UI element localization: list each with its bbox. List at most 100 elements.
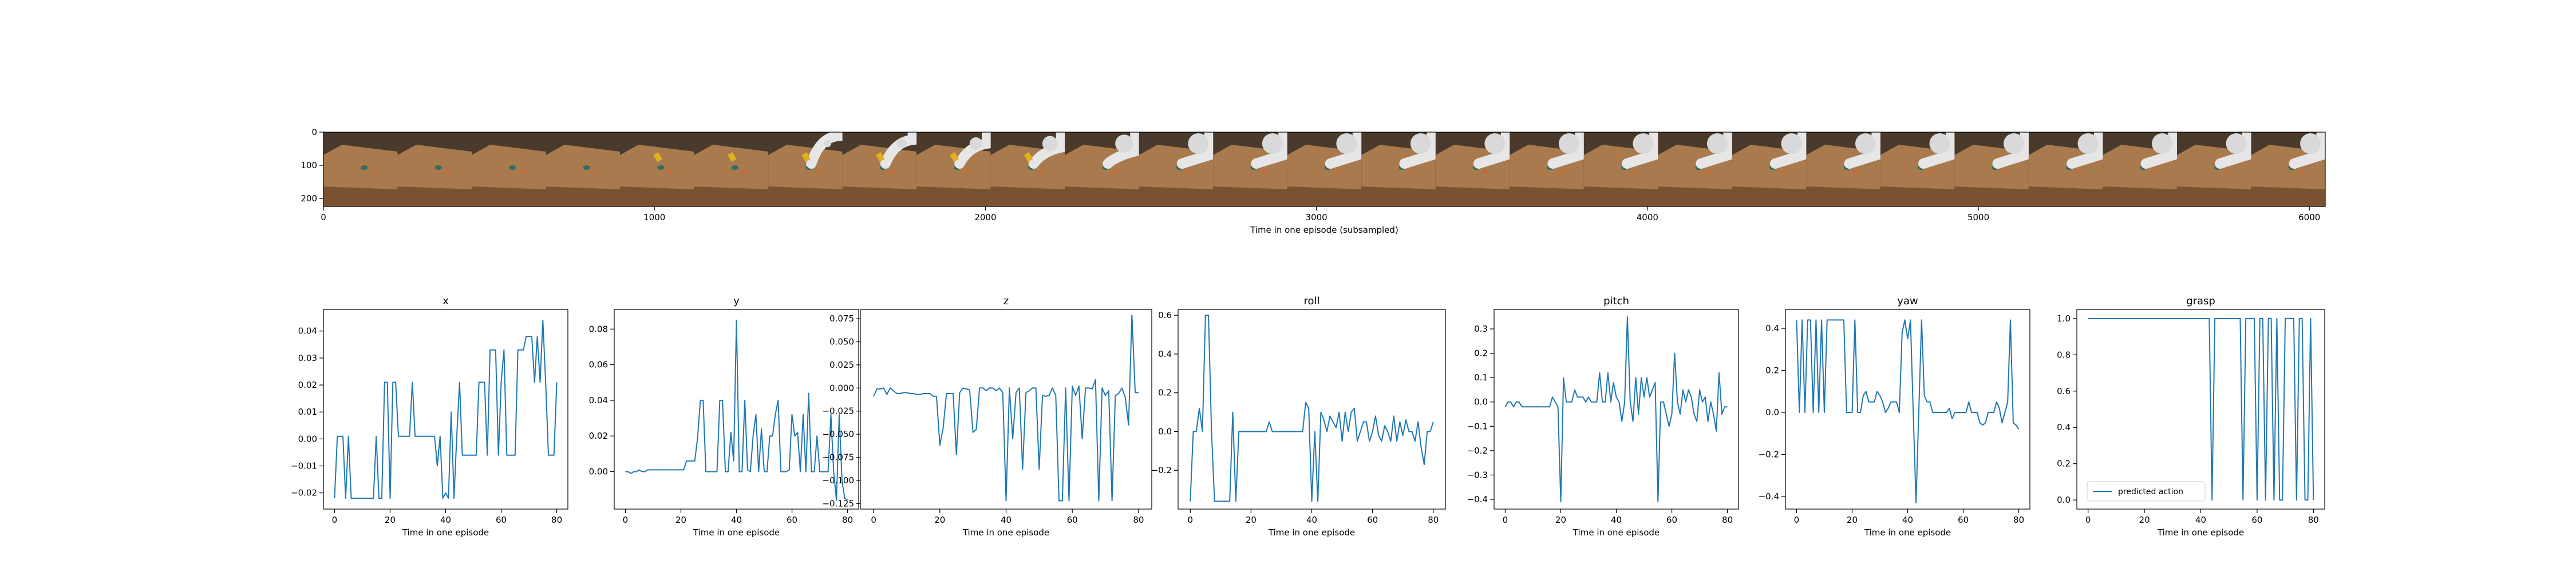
filmstrip-frame	[768, 132, 844, 206]
ytick-label: −0.01	[291, 461, 317, 471]
plot-area	[323, 309, 568, 509]
plot-area	[2077, 309, 2325, 509]
filmstrip-frame	[1435, 132, 1511, 206]
ytick-label: 0.0	[1158, 426, 1172, 436]
xlabel: Time in one episode	[962, 527, 1049, 538]
filmstrip-frame	[620, 132, 695, 206]
subplot-title: pitch	[1603, 295, 1629, 307]
filmstrip-frame	[1658, 132, 1734, 206]
subplot-z: z 0 20 40 60 80 −0.125 −0.100 −0.075 −0.050 −0.025…	[822, 295, 1152, 538]
ytick-label: 0.2	[1765, 366, 1779, 376]
ytick-label: 0.01	[298, 407, 317, 417]
ytick-label: 0.4	[2057, 422, 2071, 432]
ytick-label: 0.04	[589, 395, 608, 406]
filmstrip-xlabel: Time in one episode (subsampled)	[1250, 225, 1398, 235]
series-line	[2088, 317, 2314, 501]
subplot-title: grasp	[2186, 295, 2215, 307]
ytick-label: −0.4	[1467, 494, 1488, 505]
filmstrip-frame	[2176, 132, 2253, 206]
filmstrip-frame	[1139, 132, 1215, 206]
subplot-title: yaw	[1897, 295, 1918, 307]
subplot-x: x 0 20 40 60 80 −0.02 −0.01 0.00 0.01 0.02 0.03 0.04…	[291, 295, 568, 538]
filmstrip-frame	[2103, 132, 2179, 206]
ytick-label: −0.2	[1151, 465, 1172, 475]
filmstrip-xtick-label: 2000	[974, 212, 996, 223]
filmstrip-ytick-label: 200	[301, 193, 317, 204]
ytick-label: 0.0	[1765, 407, 1779, 418]
xtick-label: 40	[1306, 515, 1317, 525]
xtick-label: 20	[2139, 515, 2150, 525]
ytick-label: 0.025	[829, 360, 854, 370]
subplot-title: x	[442, 295, 449, 307]
ytick-label: −0.125	[822, 498, 854, 509]
ytick-label: −0.100	[822, 475, 854, 486]
ytick-label: −0.2	[1467, 446, 1488, 456]
ytick-label: 0.02	[589, 431, 608, 441]
xtick-label: 60	[496, 515, 507, 525]
series-line	[334, 319, 558, 499]
xlabel: Time in one episode	[2157, 527, 2244, 538]
xtick-label: 40	[1611, 515, 1622, 525]
series-line	[873, 314, 1139, 502]
ytick-label: 0.0	[1474, 397, 1488, 407]
subplot-yaw: yaw 0 20 40 60 80 −0.4 −0.2 0.0 0.2 0.4 Time in one…	[1759, 295, 2030, 538]
ytick-label: 0.06	[589, 360, 608, 370]
filmstrip-xtick-label: 1000	[643, 212, 665, 223]
subplot-grasp: grasp 0 20 40 60 80 0.0 0.2 0.4 0.6 0.8 1.0 Time in …	[2057, 295, 2325, 538]
ytick-label: 0.6	[1158, 310, 1172, 320]
filmstrip-panel: 0 1000 2000 3000 4000 5000 6000 0 100 200 Time in…	[301, 127, 2326, 235]
ytick-label: −0.050	[822, 429, 854, 439]
plot-area	[860, 309, 1152, 509]
xtick-label: 20	[1246, 515, 1257, 525]
ytick-label: 0.4	[1765, 323, 1779, 333]
filmstrip-frame	[546, 132, 621, 206]
xtick-label: 20	[675, 515, 686, 525]
xtick-label: 80	[551, 515, 562, 525]
filmstrip-frame	[397, 132, 472, 206]
ytick-label: 0.2	[2057, 459, 2071, 469]
filmstrip-ytick-label: 0	[311, 127, 317, 137]
ytick-label: 0.3	[1474, 324, 1488, 334]
ytick-label: 0.00	[298, 434, 317, 444]
filmstrip-frame	[694, 132, 769, 206]
xtick-label: 80	[2308, 515, 2319, 525]
xlabel: Time in one episode	[402, 527, 489, 538]
ytick-label: −0.3	[1467, 470, 1488, 480]
filmstrip-frame	[1806, 132, 1882, 206]
filmstrip-axes: 0 1000 2000 3000 4000 5000 6000 0 100 200	[301, 127, 2320, 223]
subplot-pitch: pitch 0 20 40 60 80 −0.4 −0.3 −0.2 −0.1 0.0 0.1 0.2 0…	[1467, 295, 1739, 538]
filmstrip-xtick-label: 4000	[1637, 212, 1658, 223]
xtick-label: 40	[440, 515, 451, 525]
xtick-label: 80	[842, 515, 853, 525]
xtick-label: 0	[623, 515, 629, 525]
ytick-label: 0.2	[1474, 348, 1488, 359]
filmstrip-frame	[2028, 132, 2104, 206]
xtick-label: 40	[1001, 515, 1012, 525]
filmstrip-frame	[323, 132, 398, 206]
filmstrip-frames	[323, 132, 2325, 206]
xtick-label: 80	[1722, 515, 1733, 525]
xlabel: Time in one episode	[1864, 527, 1951, 538]
xtick-label: 0	[332, 515, 338, 525]
legend-label: predicted action	[2118, 487, 2183, 496]
xtick-label: 20	[1847, 515, 1858, 525]
xtick-label: 80	[1428, 515, 1439, 525]
filmstrip-frame	[1880, 132, 1956, 206]
ytick-label: −0.02	[291, 488, 317, 498]
ytick-label: 0.075	[829, 313, 854, 324]
subplot-title: z	[1003, 295, 1009, 307]
ytick-label: 0.1	[1474, 372, 1488, 383]
ytick-label: 0.08	[589, 324, 608, 334]
xlabel: Time in one episode	[1573, 527, 1660, 538]
xtick-label: 60	[2251, 515, 2262, 525]
ytick-label: 0.4	[1158, 349, 1172, 359]
ytick-label: 0.6	[2057, 386, 2071, 396]
xlabel: Time in one episode	[693, 527, 780, 538]
filmstrip-frame	[1510, 132, 1586, 206]
ytick-label: 0.000	[829, 383, 854, 393]
xtick-label: 80	[2013, 515, 2024, 525]
ytick-label: −0.1	[1467, 421, 1488, 431]
filmstrip-ytick-label: 100	[301, 160, 317, 170]
ytick-label: 0.04	[298, 326, 317, 336]
